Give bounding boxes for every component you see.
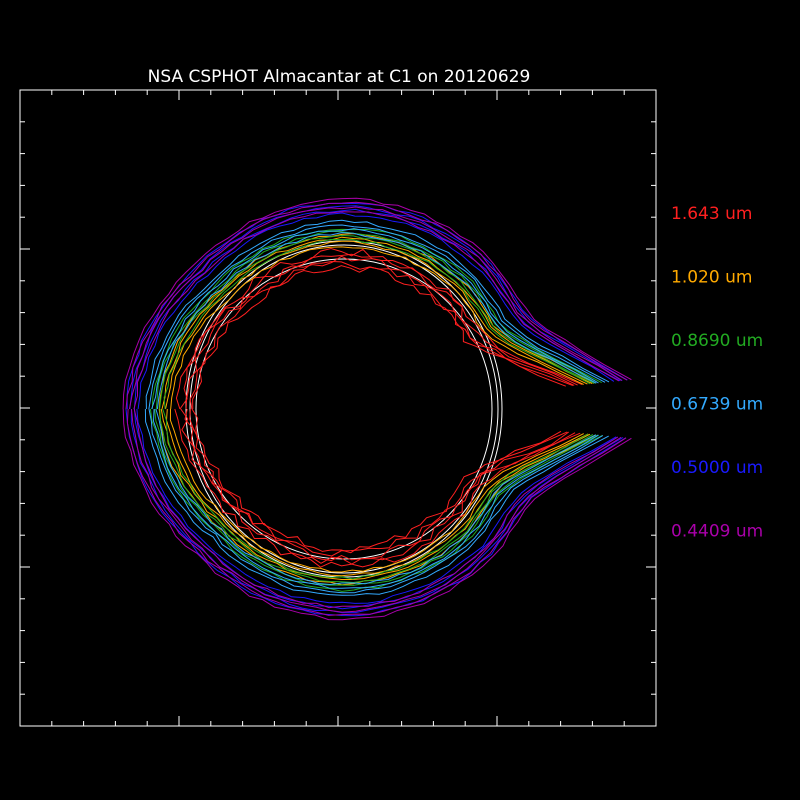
trace-3-2-lower: [148, 408, 604, 594]
trace-1-2-lower: [160, 408, 591, 580]
trace-5-0-lower: [133, 408, 619, 609]
trace-5-2-lower: [126, 408, 627, 616]
legend: 1.643 um 1.020 um 0.8690 um 0.6739 um 0.5000…: [671, 204, 763, 542]
legend-entry-1: 1.020 um: [671, 268, 752, 288]
legend-entry-0: 1.643 um: [671, 204, 752, 224]
trace-0-3-lower: [180, 408, 576, 565]
reference-circle-1: [189, 244, 499, 574]
trace-1-0-lower: [169, 408, 584, 573]
trace-2-1-lower: [159, 408, 594, 584]
plot-frame: [19, 89, 657, 727]
legend-entry-5: 0.4409 um: [671, 522, 763, 542]
trace-4-0-lower: [136, 408, 617, 604]
trace-5-1-upper: [128, 206, 622, 410]
trace-4-1-upper: [133, 208, 621, 410]
trace-3-0-upper: [156, 232, 597, 410]
trace-5-3-lower: [122, 408, 632, 621]
legend-entry-2: 0.8690 um: [671, 331, 763, 351]
trace-2-0-upper: [163, 238, 591, 410]
trace-4-1-lower: [134, 408, 618, 610]
trace-0-1-upper: [189, 260, 574, 410]
trace-4-2-upper: [129, 205, 623, 410]
trace-5-1-lower: [131, 408, 622, 613]
trace-0-1-lower: [189, 408, 568, 557]
trace-4-0-upper: [137, 212, 615, 410]
trace-0-0-lower: [191, 408, 562, 554]
trace-4-3-lower: [125, 408, 627, 617]
trace-0-2-upper: [185, 255, 575, 410]
trace-3-3-upper: [145, 219, 610, 410]
reference-circle-2: [195, 258, 493, 560]
axis-ticks: [20, 90, 656, 726]
trace-5-3-upper: [122, 197, 632, 410]
trace-0-4-lower: [174, 408, 581, 568]
trace-0-2-lower: [184, 408, 569, 562]
trace-5-2-upper: [125, 201, 628, 410]
trace-3-0-lower: [155, 408, 597, 586]
reference-circle-0: [185, 240, 503, 578]
trace-2-3-upper: [151, 228, 602, 410]
trace-1-0-upper: [170, 246, 584, 410]
trace-5-0-upper: [133, 211, 620, 410]
trace-0-4-upper: [175, 247, 583, 410]
trace-3-1-lower: [152, 408, 599, 589]
trace-2-0-lower: [162, 408, 589, 580]
chart-title: NSA CSPHOT Almacantar at C1 on 20120629: [148, 67, 531, 87]
trace-1-1-lower: [165, 408, 589, 577]
trace-2-2-lower: [154, 408, 599, 586]
legend-entry-4: 0.5000 um: [671, 458, 763, 478]
legend-entry-3: 0.6739 um: [671, 395, 763, 415]
trace-0-3-upper: [179, 253, 578, 410]
trace-3-3-lower: [144, 408, 609, 596]
trace-3-2-upper: [148, 224, 606, 410]
trace-3-1-upper: [151, 228, 599, 410]
almucantar-traces: [122, 197, 632, 621]
trace-1-1-upper: [165, 240, 588, 410]
